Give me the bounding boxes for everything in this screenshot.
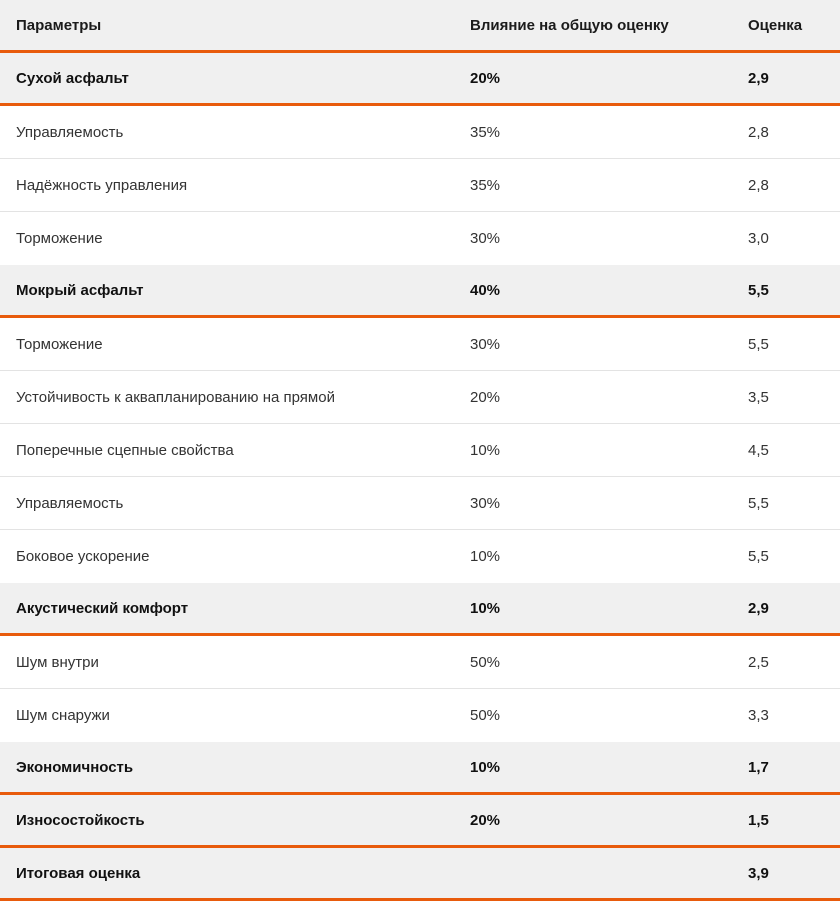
table-row: Устойчивость к аквапланированию на прямо… bbox=[0, 371, 840, 424]
table-header: Параметры Влияние на общую оценку Оценка bbox=[0, 0, 840, 53]
row-weight: 10% bbox=[470, 548, 501, 565]
row-name: Шум внутри bbox=[16, 653, 99, 671]
row-name: Мокрый асфальт bbox=[16, 281, 144, 299]
table-row: Шум внутри 50% 2,5 bbox=[0, 636, 840, 689]
table-row: Поперечные сцепные свойства 10% 4,5 bbox=[0, 424, 840, 477]
table-row: Управляемость 35% 2,8 bbox=[0, 106, 840, 159]
table-row: Торможение 30% 5,5 bbox=[0, 318, 840, 371]
row-score: 1,5 bbox=[748, 811, 769, 829]
row-name: Итоговая оценка bbox=[16, 864, 141, 882]
header-parameters: Параметры bbox=[16, 16, 102, 34]
table-row: Боковое ускорение 10% 5,5 bbox=[0, 530, 840, 583]
group-row-dry-asphalt: Сухой асфальт 20% 2,9 bbox=[0, 53, 840, 106]
row-name: Акустический комфорт bbox=[16, 599, 189, 617]
rating-table: Параметры Влияние на общую оценку Оценка… bbox=[0, 0, 840, 901]
row-score: 3,0 bbox=[748, 230, 769, 247]
row-weight: 30% bbox=[470, 335, 501, 353]
row-score: 2,9 bbox=[748, 69, 769, 87]
row-weight: 20% bbox=[470, 388, 501, 406]
row-weight: 10% bbox=[470, 599, 501, 617]
row-score: 2,8 bbox=[748, 123, 769, 141]
row-score: 5,5 bbox=[748, 548, 769, 565]
header-weight: Влияние на общую оценку bbox=[470, 16, 669, 34]
row-score: 2,9 bbox=[748, 599, 769, 617]
row-score: 5,5 bbox=[748, 281, 769, 299]
row-weight: 50% bbox=[470, 707, 501, 724]
row-weight: 20% bbox=[470, 69, 501, 87]
row-score: 2,8 bbox=[748, 176, 769, 194]
row-weight: 50% bbox=[470, 653, 501, 671]
row-score: 5,5 bbox=[748, 335, 769, 353]
row-score: 4,5 bbox=[748, 441, 769, 459]
row-name: Поперечные сцепные свойства bbox=[16, 441, 234, 459]
table-row: Шум снаружи 50% 3,3 bbox=[0, 689, 840, 742]
row-weight: 20% bbox=[470, 811, 501, 829]
row-weight: 40% bbox=[470, 281, 501, 299]
row-score: 3,9 bbox=[748, 864, 769, 882]
row-score: 3,5 bbox=[748, 388, 769, 406]
table-row: Торможение 30% 3,0 bbox=[0, 212, 840, 265]
row-name: Износостойкость bbox=[16, 811, 145, 829]
header-score: Оценка bbox=[748, 16, 803, 34]
group-row-acoustic-comfort: Акустический комфорт 10% 2,9 bbox=[0, 583, 840, 636]
row-name: Управляемость bbox=[16, 123, 124, 141]
group-row-economy: Экономичность 10% 1,7 bbox=[0, 742, 840, 795]
row-name: Устойчивость к аквапланированию на прямо… bbox=[16, 388, 335, 406]
group-row-wear-resistance: Износостойкость 20% 1,5 bbox=[0, 795, 840, 848]
row-score: 2,5 bbox=[748, 653, 769, 671]
row-name: Торможение bbox=[16, 230, 103, 247]
row-score: 3,3 bbox=[748, 707, 769, 724]
row-weight: 30% bbox=[470, 230, 501, 247]
group-row-total-score: Итоговая оценка 3,9 bbox=[0, 848, 840, 901]
row-name: Экономичность bbox=[16, 758, 134, 776]
row-score: 1,7 bbox=[748, 758, 769, 776]
row-weight: 35% bbox=[470, 123, 501, 141]
table-row: Надёжность управления 35% 2,8 bbox=[0, 159, 840, 212]
row-name: Боковое ускорение bbox=[16, 548, 150, 565]
group-row-wet-asphalt: Мокрый асфальт 40% 5,5 bbox=[0, 265, 840, 318]
row-name: Сухой асфальт bbox=[16, 69, 129, 87]
row-name: Шум снаружи bbox=[16, 707, 110, 724]
row-weight: 10% bbox=[470, 441, 501, 459]
row-weight: 10% bbox=[470, 758, 501, 776]
row-name: Управляемость bbox=[16, 494, 124, 512]
row-score: 5,5 bbox=[748, 494, 769, 512]
row-name: Торможение bbox=[16, 335, 103, 353]
row-name: Надёжность управления bbox=[16, 176, 188, 194]
table-row: Управляемость 30% 5,5 bbox=[0, 477, 840, 530]
row-weight: 35% bbox=[470, 176, 501, 194]
row-weight: 30% bbox=[470, 494, 501, 512]
